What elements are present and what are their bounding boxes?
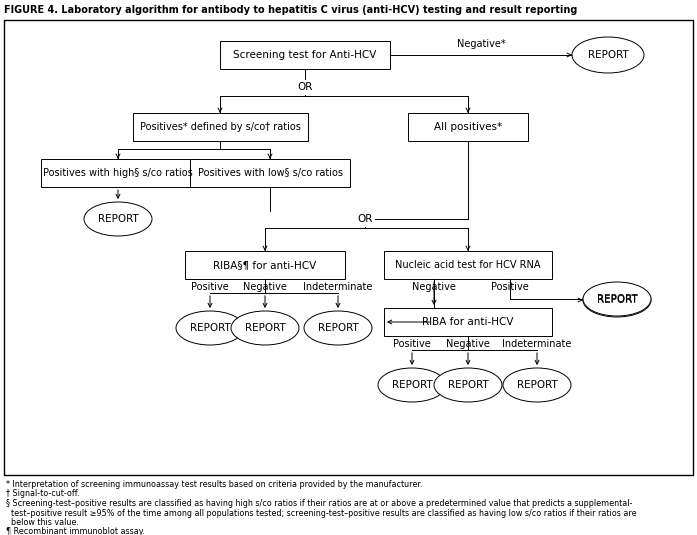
Text: Positives with high§ s/co ratios: Positives with high§ s/co ratios bbox=[43, 168, 193, 178]
Text: Positives* defined by s/co† ratios: Positives* defined by s/co† ratios bbox=[139, 122, 300, 132]
FancyBboxPatch shape bbox=[408, 113, 528, 141]
Text: test–positive result ≥95% of the time among all populations tested; screening-te: test–positive result ≥95% of the time am… bbox=[6, 508, 636, 517]
Text: Screening test for Anti-HCV: Screening test for Anti-HCV bbox=[233, 50, 376, 60]
Ellipse shape bbox=[434, 368, 502, 402]
Text: REPORT: REPORT bbox=[597, 295, 637, 305]
Text: REPORT: REPORT bbox=[588, 50, 629, 60]
Ellipse shape bbox=[84, 202, 152, 236]
Text: OR: OR bbox=[358, 214, 373, 224]
Text: Negative: Negative bbox=[446, 339, 490, 349]
Text: Negative*: Negative* bbox=[457, 39, 505, 49]
Text: RIBA§¶ for anti-HCV: RIBA§¶ for anti-HCV bbox=[213, 260, 316, 270]
Text: REPORT: REPORT bbox=[392, 380, 432, 390]
Text: § Screening-test–positive results are classified as having high s/co ratios if t: § Screening-test–positive results are cl… bbox=[6, 499, 632, 508]
Ellipse shape bbox=[503, 368, 571, 402]
FancyBboxPatch shape bbox=[384, 251, 552, 279]
FancyBboxPatch shape bbox=[40, 159, 195, 187]
Ellipse shape bbox=[176, 311, 244, 345]
FancyBboxPatch shape bbox=[384, 308, 552, 336]
Text: Positives with low§ s/co ratios: Positives with low§ s/co ratios bbox=[197, 168, 342, 178]
Text: REPORT: REPORT bbox=[318, 323, 358, 333]
Text: Negative: Negative bbox=[243, 282, 287, 292]
Text: below this value.: below this value. bbox=[6, 518, 79, 527]
Text: Positive: Positive bbox=[393, 339, 431, 349]
Text: REPORT: REPORT bbox=[597, 294, 637, 304]
Text: REPORT: REPORT bbox=[245, 323, 285, 333]
Text: Indeterminate: Indeterminate bbox=[503, 339, 572, 349]
Text: REPORT: REPORT bbox=[516, 380, 558, 390]
Text: REPORT: REPORT bbox=[190, 323, 231, 333]
Text: Negative: Negative bbox=[412, 282, 456, 292]
Text: * Interpretation of screening immunoassay test results based on criteria provide: * Interpretation of screening immunoassa… bbox=[6, 480, 422, 489]
Ellipse shape bbox=[231, 311, 299, 345]
Text: Positive: Positive bbox=[491, 282, 529, 292]
Text: All positives*: All positives* bbox=[434, 122, 502, 132]
Text: REPORT: REPORT bbox=[447, 380, 489, 390]
FancyBboxPatch shape bbox=[220, 41, 390, 69]
Ellipse shape bbox=[583, 283, 651, 317]
FancyBboxPatch shape bbox=[185, 251, 345, 279]
Text: OR: OR bbox=[298, 82, 313, 92]
FancyBboxPatch shape bbox=[190, 159, 350, 187]
Text: Indeterminate: Indeterminate bbox=[303, 282, 373, 292]
Text: Positive: Positive bbox=[191, 282, 229, 292]
Ellipse shape bbox=[572, 37, 644, 73]
Ellipse shape bbox=[304, 311, 372, 345]
Text: † Signal-to-cut-off.: † Signal-to-cut-off. bbox=[6, 490, 79, 499]
Text: FIGURE 4. Laboratory algorithm for antibody to hepatitis C virus (anti-HCV) test: FIGURE 4. Laboratory algorithm for antib… bbox=[4, 5, 577, 15]
Text: RIBA for anti-HCV: RIBA for anti-HCV bbox=[422, 317, 514, 327]
Text: Nucleic acid test for HCV RNA: Nucleic acid test for HCV RNA bbox=[395, 260, 541, 270]
Ellipse shape bbox=[583, 282, 651, 316]
Ellipse shape bbox=[378, 368, 446, 402]
Text: REPORT: REPORT bbox=[98, 214, 139, 224]
Text: ¶ Recombinant immunoblot assay.: ¶ Recombinant immunoblot assay. bbox=[6, 528, 145, 535]
FancyBboxPatch shape bbox=[132, 113, 307, 141]
